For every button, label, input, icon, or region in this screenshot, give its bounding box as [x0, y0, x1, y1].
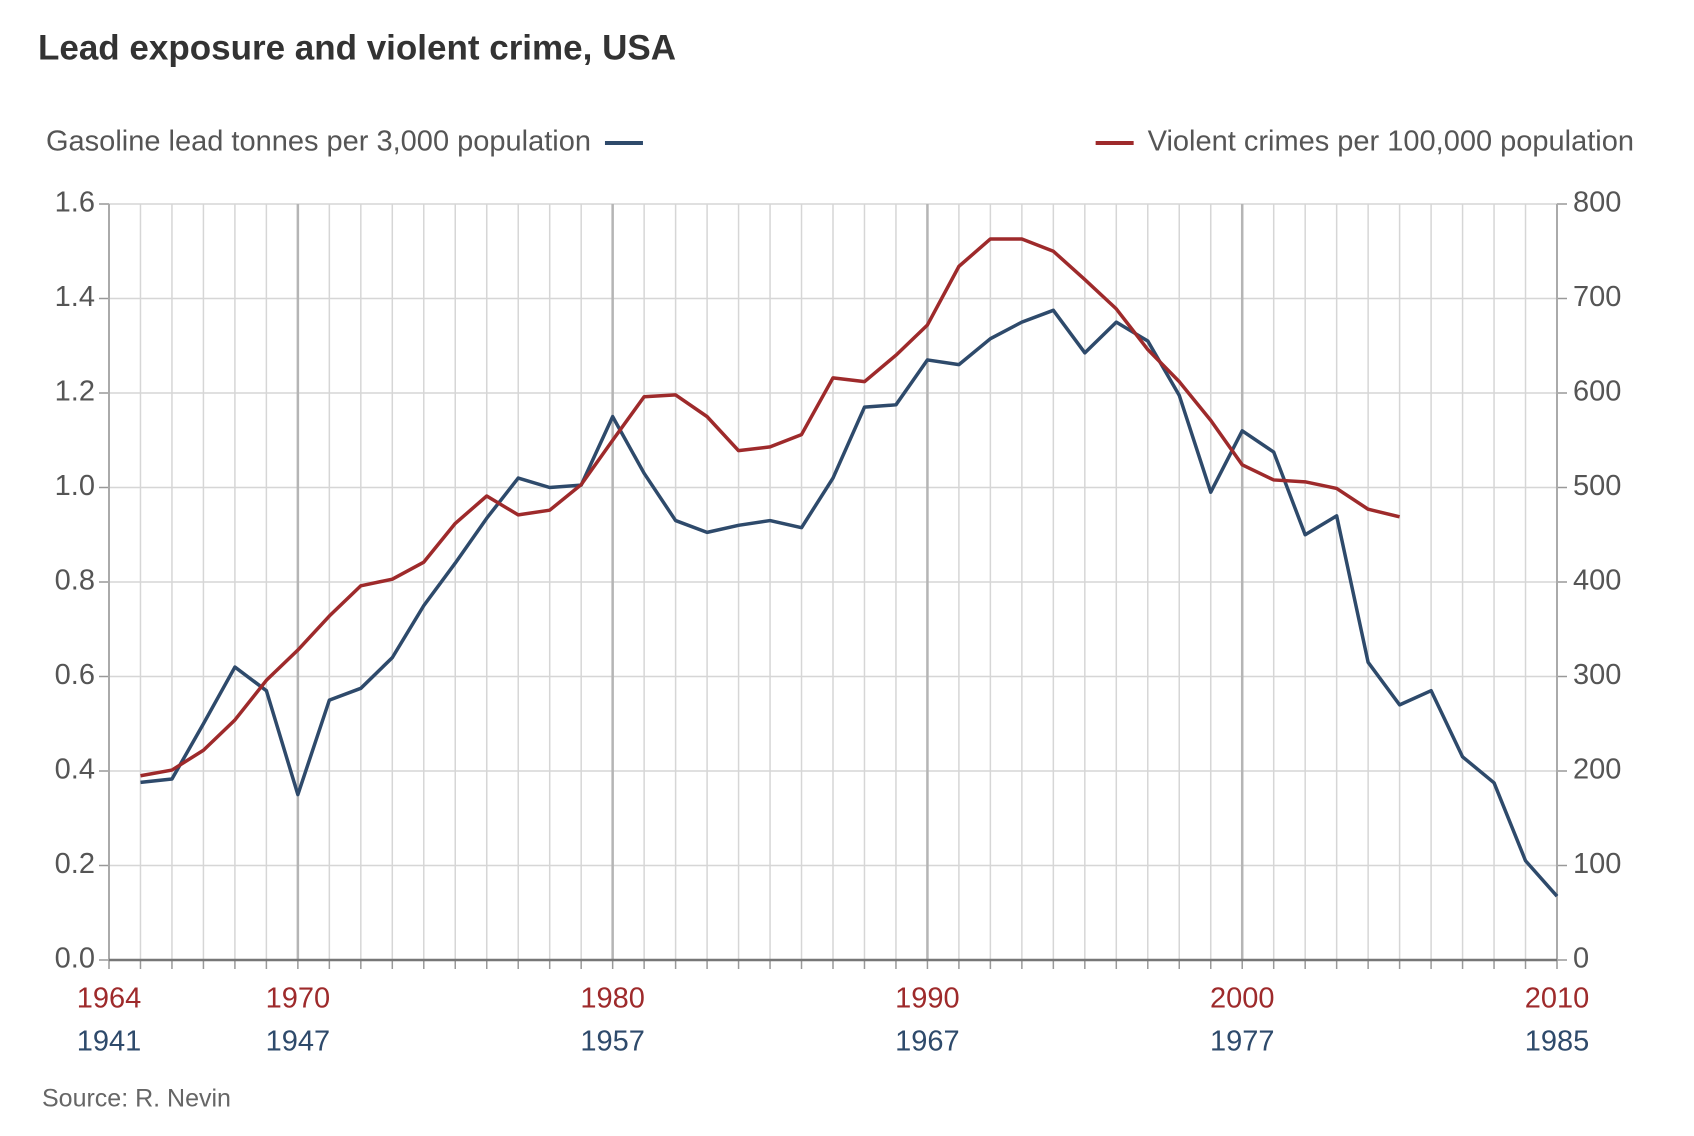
x2-tick-label: 1977 — [1210, 1026, 1275, 1058]
x2-tick-label: 1957 — [580, 1026, 645, 1058]
legend-label: Violent crimes per 100,000 population — [1148, 126, 1634, 158]
y2-tick-label: 300 — [1573, 659, 1621, 691]
y-tick-label: 0.2 — [55, 848, 95, 880]
y-tick-label: 0.6 — [55, 659, 95, 691]
y-tick-label: 1.2 — [55, 376, 95, 408]
y-tick-label: 1.6 — [55, 187, 95, 219]
series-line — [140, 237, 1401, 778]
y-tick-label: 0.0 — [55, 943, 95, 975]
y2-tick-label: 0 — [1573, 943, 1589, 975]
source: Source: R. Nevin — [42, 1085, 231, 1113]
chart-title: Lead exposure and violent crime, USA — [38, 28, 676, 67]
x-tick-label: 1964 — [77, 983, 142, 1015]
y2-tick-label: 200 — [1573, 754, 1621, 786]
x2-tick-label: 1941 — [77, 1026, 142, 1058]
x-tick-label: 2000 — [1210, 983, 1275, 1015]
y2-tick-label: 400 — [1573, 565, 1621, 597]
series-line — [140, 308, 1559, 898]
y2-tick-label: 100 — [1573, 848, 1621, 880]
legend-label: Gasoline lead tonnes per 3,000 populatio… — [46, 126, 591, 158]
y-tick-label: 0.8 — [55, 565, 95, 597]
y-tick-label: 1.0 — [55, 470, 95, 502]
x2-tick-label: 1967 — [895, 1026, 960, 1058]
y2-tick-label: 800 — [1573, 187, 1621, 219]
y-tick-label: 1.4 — [55, 281, 95, 313]
y2-tick-label: 500 — [1573, 470, 1621, 502]
y-tick-label: 0.4 — [55, 754, 95, 786]
x2-tick-label: 1985 — [1525, 1026, 1590, 1058]
y2-tick-label: 600 — [1573, 376, 1621, 408]
y2-tick-label: 700 — [1573, 281, 1621, 313]
x-tick-label: 1970 — [266, 983, 331, 1015]
x-tick-label: 2010 — [1525, 983, 1590, 1015]
x-tick-label: 1990 — [895, 983, 960, 1015]
x-tick-label: 1980 — [580, 983, 645, 1015]
x2-tick-label: 1947 — [266, 1026, 331, 1058]
